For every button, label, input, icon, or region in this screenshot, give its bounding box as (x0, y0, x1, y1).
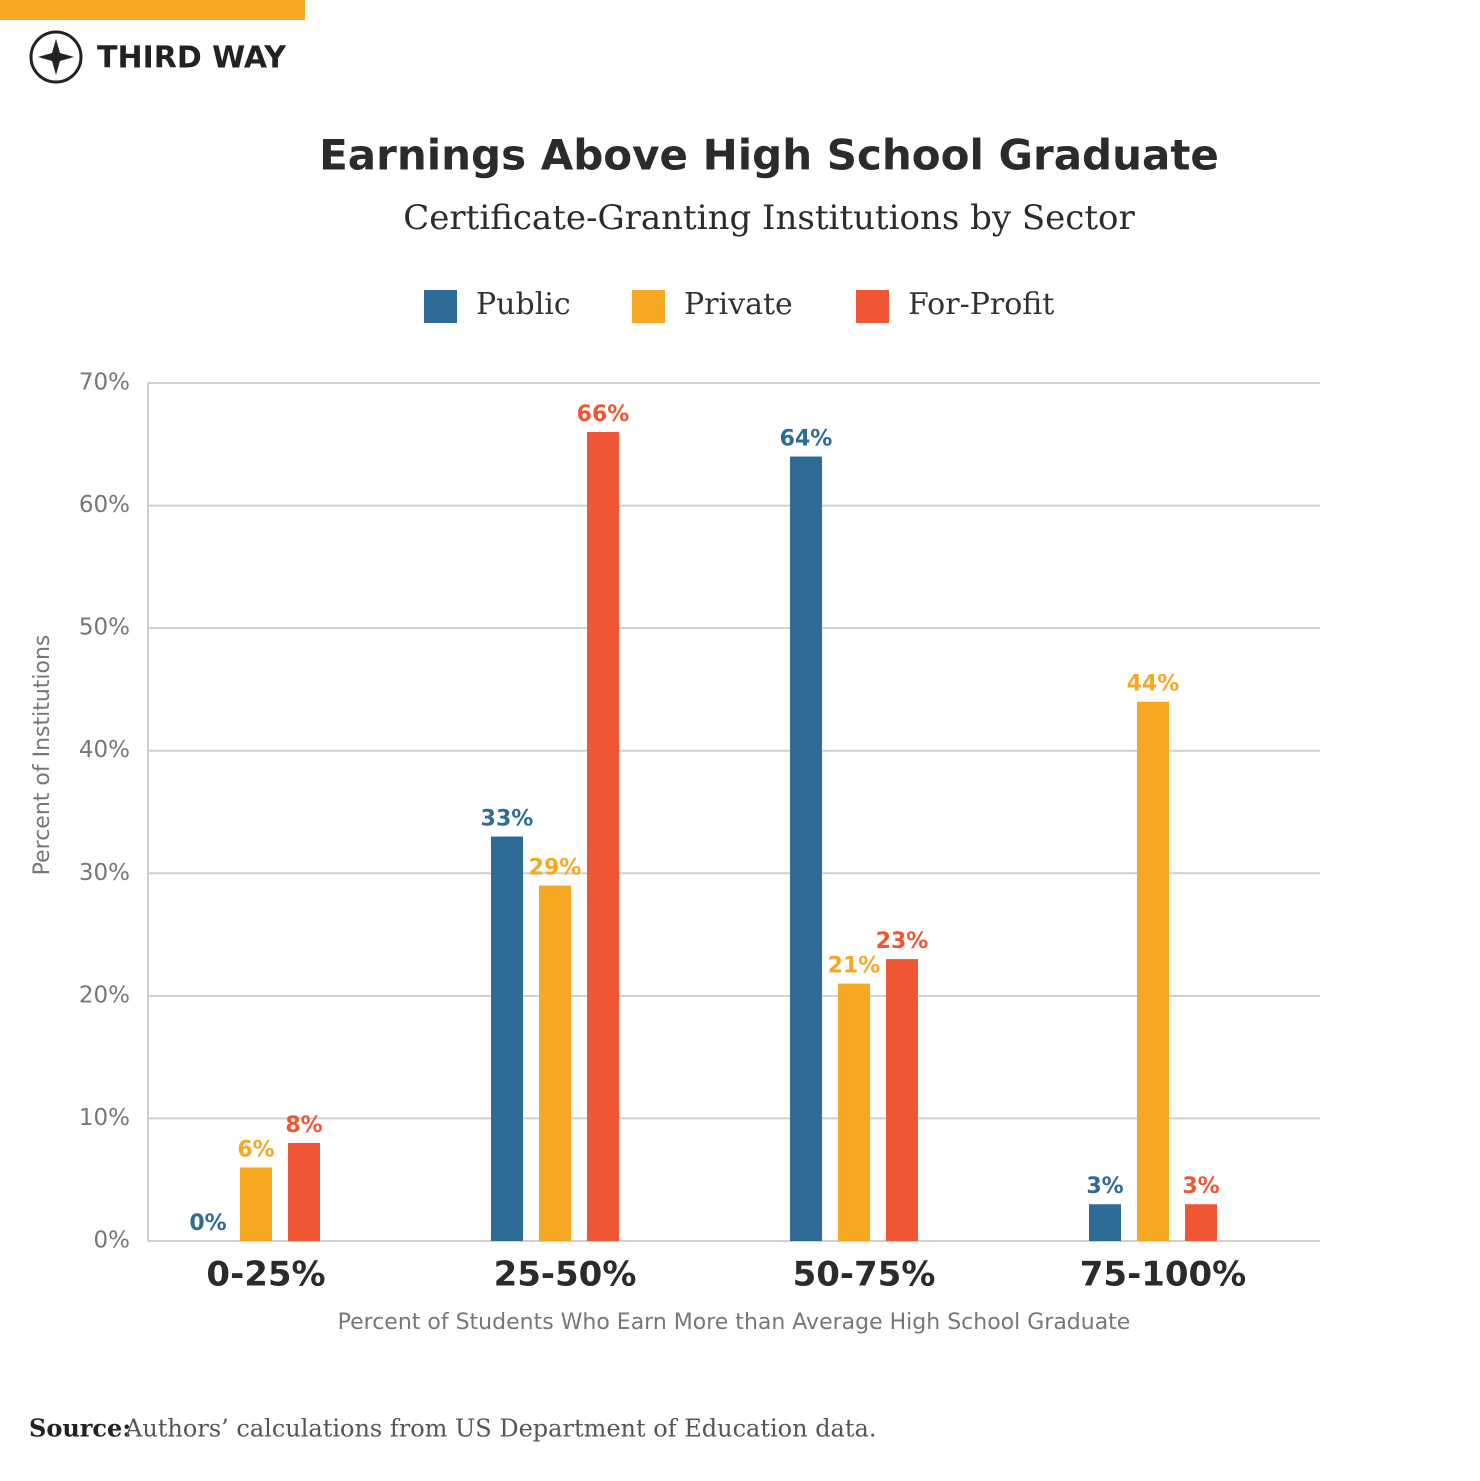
source-text: Authors’ calculations from US Department… (124, 1415, 876, 1443)
bar (539, 885, 571, 1241)
value-label: 0% (189, 1211, 226, 1236)
logo (29, 30, 83, 84)
bar (491, 836, 523, 1241)
legend-swatch (856, 290, 889, 323)
y-tick-label: 30% (79, 860, 130, 886)
legend-label: Private (684, 287, 793, 322)
bar (587, 432, 619, 1241)
bar (790, 456, 822, 1241)
y-tick-label: 10% (79, 1105, 130, 1131)
bar (886, 959, 918, 1241)
legend-label: Public (476, 287, 571, 322)
value-label: 21% (828, 954, 881, 979)
y-tick-label: 50% (79, 615, 130, 641)
bar (1185, 1204, 1217, 1241)
bar (288, 1142, 320, 1241)
value-label: 8% (285, 1113, 322, 1138)
bar (240, 1167, 272, 1241)
x-tick-label: 75-100% (1080, 1255, 1246, 1295)
bar (838, 983, 870, 1241)
y-tick-label: 20% (79, 982, 130, 1008)
brand: THIRD WAY (97, 41, 287, 76)
value-label: 23% (876, 929, 929, 954)
y-axis-title: Percent of Institutions (30, 635, 55, 876)
bar (1137, 701, 1169, 1241)
legend-swatch (632, 290, 665, 323)
x-tick-label: 25-50% (494, 1255, 637, 1295)
x-axis-title: Percent of Students Who Earn More than A… (338, 1310, 1131, 1335)
top-accent (0, 0, 305, 20)
value-label: 6% (237, 1137, 274, 1162)
x-tick-label: 0-25% (206, 1255, 325, 1295)
bar (1089, 1204, 1121, 1241)
value-label: 3% (1086, 1174, 1123, 1199)
value-label: 29% (529, 856, 582, 881)
chart-title: Earnings Above High School Graduate (319, 131, 1219, 180)
y-tick-label: 40% (79, 737, 130, 763)
chart-subtitle: Certificate-Granting Institutions by Sec… (403, 198, 1135, 238)
legend-label: For-Profit (908, 287, 1054, 322)
source-label: Source: (29, 1414, 131, 1443)
legend-swatch (424, 290, 457, 323)
value-label: 33% (481, 807, 534, 832)
value-label: 3% (1182, 1174, 1219, 1199)
y-tick-label: 70% (79, 370, 130, 396)
value-label: 66% (577, 402, 630, 427)
y-tick-label: 0% (94, 1228, 131, 1254)
y-tick-label: 60% (79, 492, 130, 518)
x-tick-label: 50-75% (793, 1255, 936, 1295)
value-label: 44% (1127, 672, 1180, 697)
value-label: 64% (780, 427, 833, 452)
